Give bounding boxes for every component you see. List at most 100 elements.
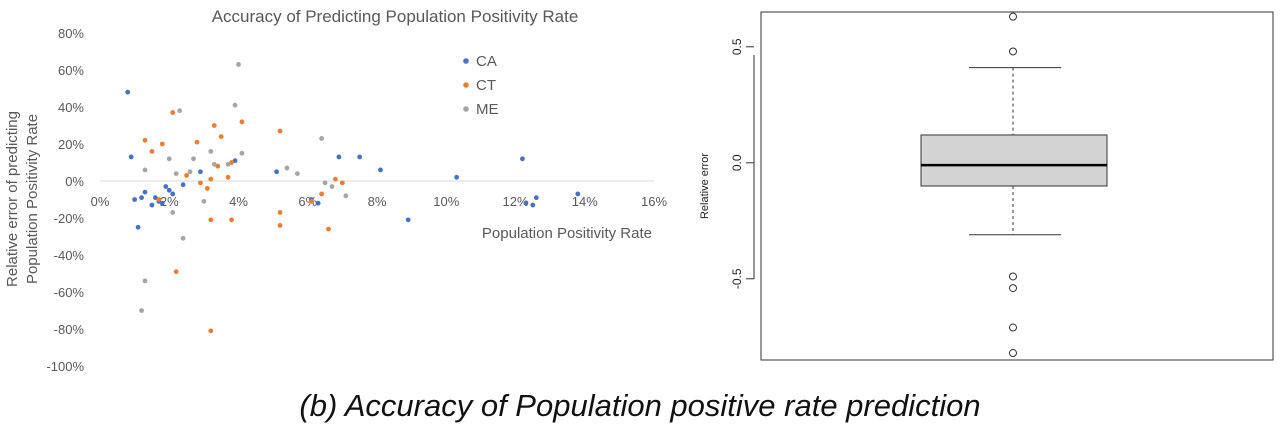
scatter-point-ct bbox=[198, 180, 203, 186]
scatter-point-ca bbox=[163, 184, 169, 189]
legend-label-ca: CA bbox=[476, 53, 497, 70]
scatter-point-ca bbox=[135, 224, 141, 230]
scatter-point-ca bbox=[315, 200, 321, 206]
scatter-point-ca bbox=[336, 154, 342, 160]
scatter-x-tick-label: 8% bbox=[368, 194, 387, 209]
scatter-point-ca bbox=[180, 182, 186, 188]
scatter-point-me bbox=[232, 102, 238, 108]
scatter-point-ca bbox=[530, 202, 536, 208]
scatter-point-ca bbox=[139, 195, 144, 201]
scatter-point-ct bbox=[277, 223, 283, 228]
scatter-point-ca bbox=[533, 195, 539, 201]
scatter-y-tick-label: 80% bbox=[58, 26, 84, 41]
box-y-tick-label: 0.0 bbox=[730, 154, 744, 171]
scatter-x-tick-label: 0% bbox=[91, 194, 110, 209]
scatter-x-tick-label: 14% bbox=[572, 194, 598, 209]
scatter-point-ca bbox=[520, 156, 525, 162]
scatter-point-ct bbox=[173, 269, 179, 275]
box-iqr bbox=[920, 134, 1108, 187]
scatter-point-ca bbox=[274, 169, 279, 175]
box-y-ticks: 0.5 0.0 -0.5 bbox=[730, 38, 754, 289]
scatter-point-ca bbox=[405, 217, 411, 223]
legend-label-me: ME bbox=[476, 101, 499, 118]
scatter-point-ct bbox=[208, 328, 214, 334]
scatter-point-me bbox=[170, 210, 176, 215]
box-chart: 0.5 0.0 -0.5 Relative error bbox=[699, 11, 1274, 361]
scatter-point-ct bbox=[170, 110, 176, 115]
scatter-point-ct bbox=[319, 191, 324, 197]
scatter-y-tick-label: -40% bbox=[54, 248, 85, 263]
outlier-point bbox=[1009, 12, 1017, 21]
scatter-ylabel-line1: Relative error of predicting bbox=[4, 111, 21, 287]
scatter-point-ct bbox=[225, 174, 231, 180]
scatter-x-ticks: 0% 2% 4% 6% 8% 10% 12% 14% 16% bbox=[91, 194, 668, 209]
scatter-point-me bbox=[236, 62, 241, 67]
scatter-point-me bbox=[319, 136, 324, 141]
outlier-point bbox=[1009, 349, 1017, 358]
scatter-point-me bbox=[180, 235, 186, 241]
scatter-point-ct bbox=[339, 180, 345, 186]
scatter-point-ct bbox=[208, 217, 214, 223]
scatter-x-tick-label: 16% bbox=[641, 194, 667, 209]
scatter-point-ca bbox=[575, 191, 581, 197]
scatter-point-ct bbox=[142, 137, 148, 143]
scatter-point-ct bbox=[159, 141, 165, 147]
scatter-point-me bbox=[211, 161, 217, 167]
scatter-legend: CA CT ME bbox=[463, 53, 499, 118]
legend-label-ct: CT bbox=[476, 77, 496, 94]
scatter-point-ct bbox=[326, 226, 331, 232]
scatter-point-ca bbox=[159, 200, 165, 206]
scatter-point-ca bbox=[357, 154, 363, 160]
scatter-point-ct bbox=[308, 198, 314, 204]
box-plot-frame bbox=[760, 11, 1274, 361]
scatter-y-ticks: 80% 60% 40% 20% 0% -20% -40% -60% -80% -100% bbox=[46, 26, 84, 374]
scatter-point-me bbox=[166, 156, 172, 162]
scatter-point-ca bbox=[149, 202, 155, 208]
scatter-point-me bbox=[142, 278, 148, 284]
figure-caption: (b) Accuracy of Population positive rate… bbox=[299, 388, 981, 423]
scatter-point-ct bbox=[156, 197, 162, 202]
scatter-y-tick-label: -80% bbox=[54, 322, 85, 337]
scatter-point-me bbox=[177, 108, 183, 114]
scatter-point-ca bbox=[454, 174, 460, 180]
scatter-point-ct bbox=[277, 210, 283, 215]
scatter-title: Accuracy of Predicting Population Positi… bbox=[212, 7, 579, 26]
scatter-point-ca bbox=[125, 89, 131, 95]
scatter-chart: Accuracy of Predicting Population Positi… bbox=[4, 7, 667, 374]
legend-marker-ct bbox=[463, 82, 469, 88]
scatter-point-me bbox=[343, 193, 349, 199]
scatter-point-ca bbox=[378, 167, 383, 173]
scatter-y-axis-label: Relative error of predicting Population … bbox=[4, 111, 41, 287]
box-y-tick-label: 0.5 bbox=[730, 38, 744, 55]
outlier-point bbox=[1009, 284, 1017, 293]
box-y-axis-label: Relative error bbox=[699, 153, 711, 219]
scatter-point-ca bbox=[166, 187, 172, 193]
scatter-ylabel-line2: Population Positivity Rate bbox=[24, 114, 41, 284]
scatter-point-ct bbox=[211, 123, 217, 128]
scatter-point-me bbox=[187, 169, 193, 175]
scatter-y-tick-label: -100% bbox=[46, 359, 84, 374]
scatter-y-tick-label: 20% bbox=[58, 137, 84, 152]
outlier-point bbox=[1009, 323, 1017, 332]
scatter-point-me bbox=[322, 180, 328, 186]
scatter-point-ct bbox=[149, 149, 155, 154]
scatter-point-ca bbox=[132, 197, 138, 202]
scatter-x-tick-label: 4% bbox=[229, 194, 248, 209]
scatter-point-me bbox=[191, 156, 196, 162]
scatter-point-ca bbox=[128, 154, 134, 160]
scatter-x-tick-label: 12% bbox=[502, 194, 528, 209]
scatter-point-me bbox=[294, 171, 300, 177]
scatter-point-ct bbox=[239, 119, 245, 125]
scatter-point-ct bbox=[184, 173, 189, 178]
scatter-x-tick-label: 10% bbox=[433, 194, 459, 209]
scatter-point-me bbox=[239, 150, 245, 156]
scatter-y-tick-label: 40% bbox=[58, 100, 84, 115]
scatter-y-tick-label: -20% bbox=[54, 211, 85, 226]
scatter-x-tick-label: 6% bbox=[298, 194, 317, 209]
scatter-point-ct bbox=[208, 176, 214, 182]
scatter-points bbox=[125, 62, 581, 334]
scatter-point-me bbox=[139, 308, 144, 313]
box-y-tick-label: -0.5 bbox=[730, 268, 744, 289]
scatter-y-tick-label: 0% bbox=[65, 174, 84, 189]
